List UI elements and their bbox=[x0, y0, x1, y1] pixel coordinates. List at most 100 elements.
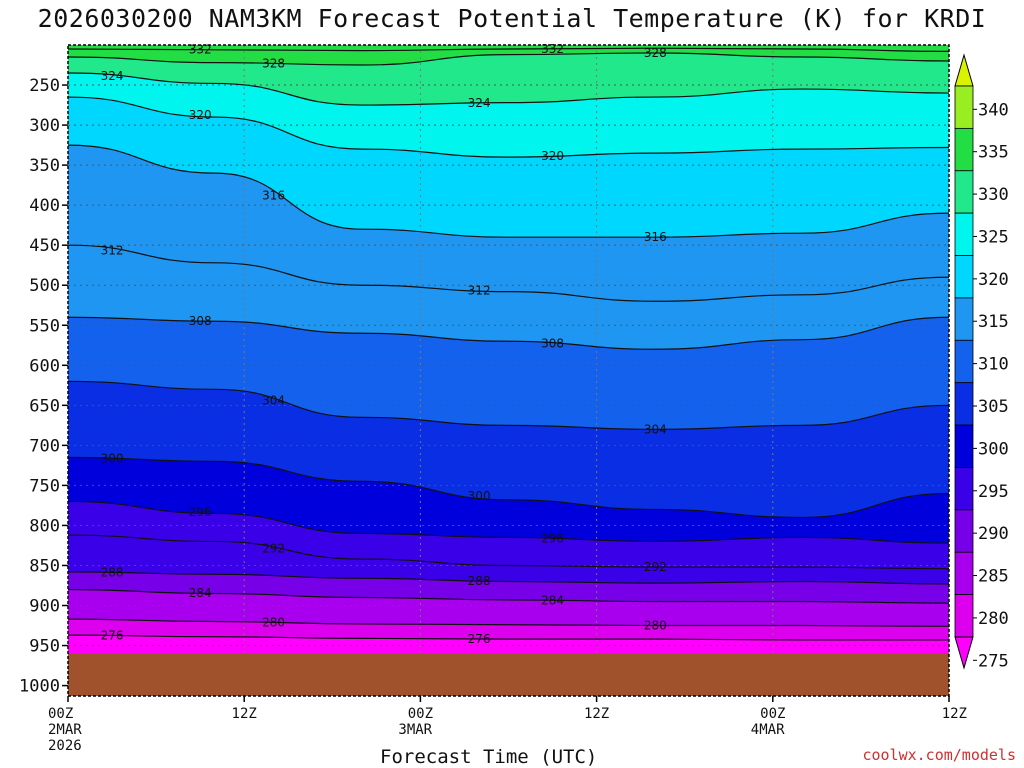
y-tick-label-500: 500 bbox=[29, 276, 60, 296]
contour-label-308-0: 308 bbox=[189, 314, 212, 328]
colorbar-swatch-5 bbox=[954, 297, 974, 341]
chart-title: 2026030200 NAM3KM Forecast Potential Tem… bbox=[37, 4, 987, 33]
colorbar-label-275: 275 bbox=[978, 651, 1009, 671]
isentrope-324 bbox=[68, 72, 949, 106]
contour-label-296-0: 296 bbox=[189, 505, 212, 519]
colorbar-label-295: 295 bbox=[978, 482, 1009, 502]
colorbar-label-280: 280 bbox=[978, 609, 1009, 629]
colorbar-swatch-11 bbox=[954, 551, 974, 596]
contour-label-276-0: 276 bbox=[101, 629, 124, 643]
colorbar-label-305: 305 bbox=[978, 397, 1009, 417]
isentrope-328 bbox=[68, 52, 949, 66]
contour-label-288-1: 288 bbox=[468, 574, 491, 588]
colorbar-label-290: 290 bbox=[978, 524, 1009, 544]
y-tick-label-700: 700 bbox=[29, 436, 60, 456]
isentrope-296 bbox=[68, 500, 949, 544]
y-tick-label-1000: 1000 bbox=[19, 677, 60, 697]
colorbar-bottom-arrow bbox=[954, 636, 974, 670]
y-tick-label-600: 600 bbox=[29, 356, 60, 376]
isentrope-304 bbox=[68, 380, 949, 430]
colorbar-label-320: 320 bbox=[978, 270, 1009, 290]
colorbar-swatch-4 bbox=[954, 255, 974, 299]
isentrope-316 bbox=[68, 144, 949, 238]
y-tick-label-750: 750 bbox=[29, 476, 60, 496]
x-tick-sublabel-0-0: 2MAR bbox=[48, 722, 82, 738]
colorbar-label-335: 335 bbox=[978, 143, 1009, 163]
colorbar: 340 335 330 325 320 315 310 305 300 295 290 285 280 2… bbox=[954, 53, 1009, 671]
y-tick-label-550: 550 bbox=[29, 316, 60, 336]
colorbar-swatch-7 bbox=[954, 382, 974, 426]
contour-label-324-1: 324 bbox=[468, 96, 491, 110]
contour-label-304-1: 304 bbox=[644, 422, 667, 436]
contour-label-292-1: 292 bbox=[644, 560, 667, 574]
colorbar-label-330: 330 bbox=[978, 185, 1009, 205]
contour-label-304-0: 304 bbox=[262, 394, 285, 408]
contour-label-300-1: 300 bbox=[468, 489, 491, 503]
x-tick-sublabel-4-0: 4MAR bbox=[751, 722, 785, 738]
x-tick-label-0: 00Z bbox=[48, 706, 73, 722]
x-tick-label-3: 12Z bbox=[584, 706, 609, 722]
x-tick-sublabel-2-0: 3MAR bbox=[398, 722, 432, 738]
y-tick-label-450: 450 bbox=[29, 236, 60, 256]
isentrope-320 bbox=[68, 96, 949, 158]
x-tick-label-2: 00Z bbox=[408, 706, 433, 722]
colorbar-label-325: 325 bbox=[978, 227, 1009, 247]
colorbar-swatch-10 bbox=[954, 509, 974, 553]
contour-label-312-1: 312 bbox=[468, 283, 491, 297]
colorbar-label-310: 310 bbox=[978, 355, 1009, 375]
colorbar-swatch-3 bbox=[954, 212, 974, 256]
contour-label-320-1: 320 bbox=[541, 149, 564, 163]
y-tick-label-400: 400 bbox=[29, 196, 60, 216]
contour-label-276-1: 276 bbox=[468, 632, 491, 646]
isentrope-332 bbox=[68, 47, 949, 53]
contour-label-312-0: 312 bbox=[101, 243, 124, 257]
contour-label-280-0: 280 bbox=[262, 615, 285, 629]
y-tick-label-950: 950 bbox=[29, 637, 60, 657]
isentrope-contours bbox=[68, 47, 949, 641]
colorbar-top-arrow bbox=[954, 53, 974, 87]
contour-label-288-0: 288 bbox=[101, 566, 124, 580]
contour-label-324-0: 324 bbox=[101, 69, 124, 83]
contour-label-284-1: 284 bbox=[541, 593, 564, 607]
y-tick-label-650: 650 bbox=[29, 396, 60, 416]
contour-label-328-0: 328 bbox=[262, 57, 285, 71]
colorbar-swatch-0 bbox=[954, 85, 974, 129]
colorbar-swatch-6 bbox=[954, 339, 974, 384]
contour-label-296-1: 296 bbox=[541, 532, 564, 546]
colorbar-swatch-12 bbox=[954, 594, 974, 638]
y-axis: 250 300 350 400 450 500 550 600 650 700 750 800 850 9… bbox=[19, 76, 68, 697]
colorbar-swatch-2 bbox=[954, 170, 974, 214]
contour-label-332-0: 332 bbox=[189, 43, 212, 57]
grid-lines bbox=[68, 45, 949, 696]
x-tick-sublabel-0-1: 2026 bbox=[48, 738, 82, 754]
isentrope-292 bbox=[68, 534, 949, 570]
contour-label-292-0: 292 bbox=[262, 542, 285, 556]
y-tick-label-300: 300 bbox=[29, 116, 60, 136]
isentrope-284 bbox=[68, 588, 949, 604]
isentrope-288 bbox=[68, 571, 949, 585]
colorbar-label-300: 300 bbox=[978, 439, 1009, 459]
contour-label-280-1: 280 bbox=[644, 619, 667, 633]
isentrope-280 bbox=[68, 618, 949, 627]
colorbar-label-340: 340 bbox=[978, 100, 1009, 120]
x-axis-title: Forecast Time (UTC) bbox=[380, 746, 598, 768]
contour-label-320-0: 320 bbox=[189, 108, 212, 122]
colorbar-label-285: 285 bbox=[978, 567, 1009, 587]
colorbar-swatch-9 bbox=[954, 467, 974, 511]
credit-text[interactable]: coolwx.com/models bbox=[862, 746, 1016, 764]
x-tick-label-1: 12Z bbox=[232, 706, 257, 722]
x-tick-label-4: 00Z bbox=[760, 706, 785, 722]
contour-label-328-1: 328 bbox=[644, 46, 667, 60]
isentrope-276 bbox=[68, 634, 949, 641]
y-tick-label-350: 350 bbox=[29, 156, 60, 176]
x-tick-label-5: 12Z bbox=[942, 706, 967, 722]
y-tick-label-250: 250 bbox=[29, 76, 60, 96]
contour-label-316-1: 316 bbox=[644, 230, 667, 244]
y-tick-label-900: 900 bbox=[29, 597, 60, 617]
contour-labels: 276 276 280 280 284 284 288 288 292 292 296 296 300 3… bbox=[101, 42, 667, 646]
isentrope-300 bbox=[68, 456, 949, 519]
contour-label-308-1: 308 bbox=[541, 337, 564, 351]
colorbar-swatch-8 bbox=[954, 424, 974, 468]
